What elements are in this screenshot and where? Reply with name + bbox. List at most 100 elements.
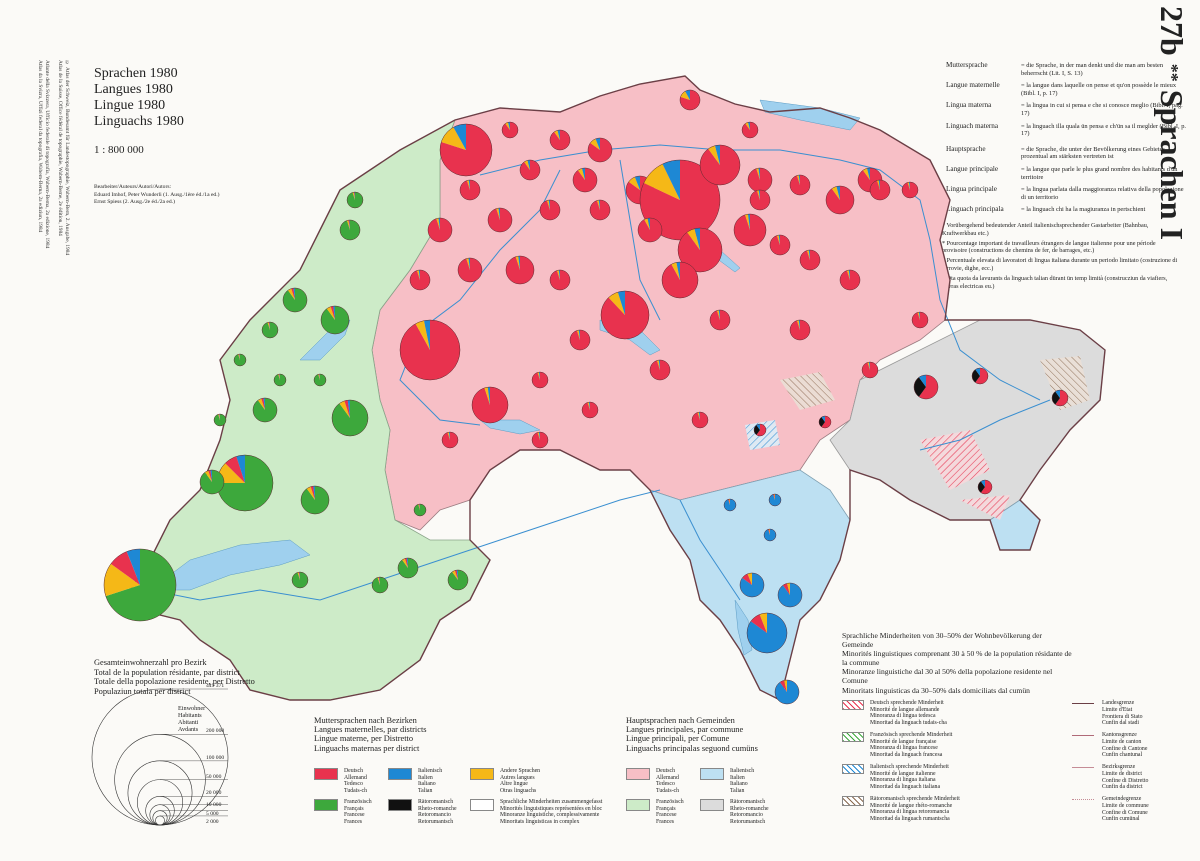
authors-line2: Ernst Spiess (2. Ausg./2e éd./2a ed.): [94, 199, 175, 205]
pie-slice: [1055, 390, 1068, 407]
boundary-label: Gemeindegrenze: [1102, 796, 1142, 802]
district-pie: [699, 144, 741, 186]
boundary-line-bezirksgrenze: [1072, 767, 1094, 768]
pie-slice: [678, 228, 723, 272]
boundary-labels: Bezirksgrenze Limite de district Confine d…: [1102, 764, 1148, 791]
pie-slice: [548, 200, 550, 210]
lake-maggiore: [734, 599, 753, 656]
pie-slice: [326, 306, 335, 320]
pie-slice: [468, 258, 470, 270]
pie-slice: [354, 192, 355, 200]
pie-outline: [679, 89, 701, 111]
legend-item-andere: Andere Sprachen Autres langues Altre lingu…: [470, 768, 540, 794]
pie-slice: [524, 160, 530, 170]
pie-slice: [758, 190, 760, 200]
pie-outline: [637, 217, 663, 243]
pie-slice: [806, 250, 810, 260]
pie-slice: [643, 164, 680, 200]
pie-slice: [263, 397, 265, 410]
legend-labels: Deutsch sprechende Minderheit Minorité de…: [870, 700, 947, 726]
pie-slice: [588, 402, 590, 410]
pie-slice: [456, 570, 458, 580]
pie-slice: [756, 424, 760, 430]
pie-slice: [540, 200, 561, 220]
pie-slice: [398, 558, 419, 578]
pie-slice: [344, 400, 350, 418]
pie-slice: [590, 138, 600, 150]
pie-slice: [404, 558, 408, 568]
legend-label: Italiano: [730, 781, 748, 788]
district-pie: [749, 189, 771, 211]
district-pie: [769, 234, 791, 256]
pie-slice: [448, 432, 450, 440]
population-scale-circle: [155, 815, 165, 826]
pie-slice: [415, 320, 430, 350]
pie-slice: [261, 322, 278, 338]
legend-label: Minoritad da linguach rumantscha: [870, 815, 950, 822]
district-pie: [777, 582, 803, 608]
pie-slice: [416, 270, 420, 280]
pie-slice: [658, 360, 660, 370]
pie-slice: [588, 138, 613, 162]
district-pie: [589, 199, 611, 221]
pie-slice: [798, 175, 800, 185]
district-pie: [371, 576, 389, 594]
pie-slice: [313, 486, 315, 500]
definition-term: Langue principale: [946, 164, 999, 173]
district-pie: [471, 386, 509, 424]
pie-slice: [298, 572, 300, 580]
boundary-item-landesgrenze: Landesgrenze Limite d'Etat Frontiera di St…: [1072, 700, 1143, 727]
district-pie: [331, 399, 369, 437]
definition-term: Lingua principale: [946, 185, 997, 194]
pie-outline: [661, 261, 699, 299]
pie-outline: [457, 257, 483, 283]
minorities-heading: Sprachliche Minderheiten von 30–50% der …: [842, 631, 1072, 696]
district-pie: [413, 503, 427, 517]
legend-swatch-franzoesisch: [626, 799, 650, 811]
pie-outline: [399, 319, 461, 381]
pie-slice: [546, 200, 550, 210]
population-heading-it: Totale della popolazione residente, per …: [94, 677, 255, 687]
pie-slice: [436, 218, 440, 230]
pie-slice: [644, 218, 650, 230]
side-credit-2: Atlas de la Suisse, Office fédéral de to…: [57, 60, 63, 236]
pie-outline: [723, 498, 737, 512]
definitions: Muttersprache = die Sprache, in der man d…: [946, 61, 1186, 219]
pie-slice: [310, 486, 315, 500]
definition-desc: = la linguach chi ha la magiuranza in pe…: [1021, 206, 1146, 214]
pie-outline: [447, 569, 469, 591]
atlas-sheet-title: 27b ** Sprachen I: [1154, 6, 1190, 246]
district-pie: [531, 431, 549, 449]
pie-slice: [708, 145, 720, 165]
pie-slice: [821, 416, 832, 428]
pie-slice: [570, 330, 591, 350]
pie-slice: [349, 220, 350, 230]
pie-outline: [901, 181, 919, 199]
pie-slice: [293, 288, 295, 300]
pie-slice: [319, 374, 320, 380]
legend-swatch-retoromanisch: [842, 796, 864, 806]
pie-slice: [826, 186, 854, 215]
district-pie: [199, 469, 225, 495]
legend-label: Minorité de langue rhéto-romanche: [870, 802, 953, 809]
pie-slice: [862, 168, 870, 180]
legend-label: Minorité de langue allemande: [870, 706, 940, 713]
boundary-label: Confine di Distretto: [1102, 777, 1149, 784]
population-scale-label: 100 000: [206, 754, 225, 761]
pie-slice: [687, 228, 700, 250]
population-heading-de: Gesamteinwohnerzahl pro Bezirk: [94, 658, 207, 667]
legend-item-retoromanisch: Rätoromanisch Rheto-romanche Retoromancio R…: [388, 799, 457, 825]
district-pie: [313, 373, 327, 387]
legend-label: Allemand: [656, 774, 679, 781]
title-de: Sprachen 1980: [94, 66, 178, 81]
note-rm: * Ota quota da lavurants da linguach tal…: [942, 274, 1168, 290]
pie-slice: [776, 235, 780, 245]
legend-label: Deutsch: [656, 768, 675, 774]
legend-labels: Italienisch sprechende Minderheit Minorit…: [870, 764, 949, 790]
district-pie: [799, 249, 821, 271]
district-pie: [399, 319, 461, 381]
pie-slice: [347, 400, 350, 418]
district-pie: [441, 431, 459, 449]
definition-term: Linguach materna: [946, 121, 999, 130]
pie-slice: [598, 200, 600, 210]
